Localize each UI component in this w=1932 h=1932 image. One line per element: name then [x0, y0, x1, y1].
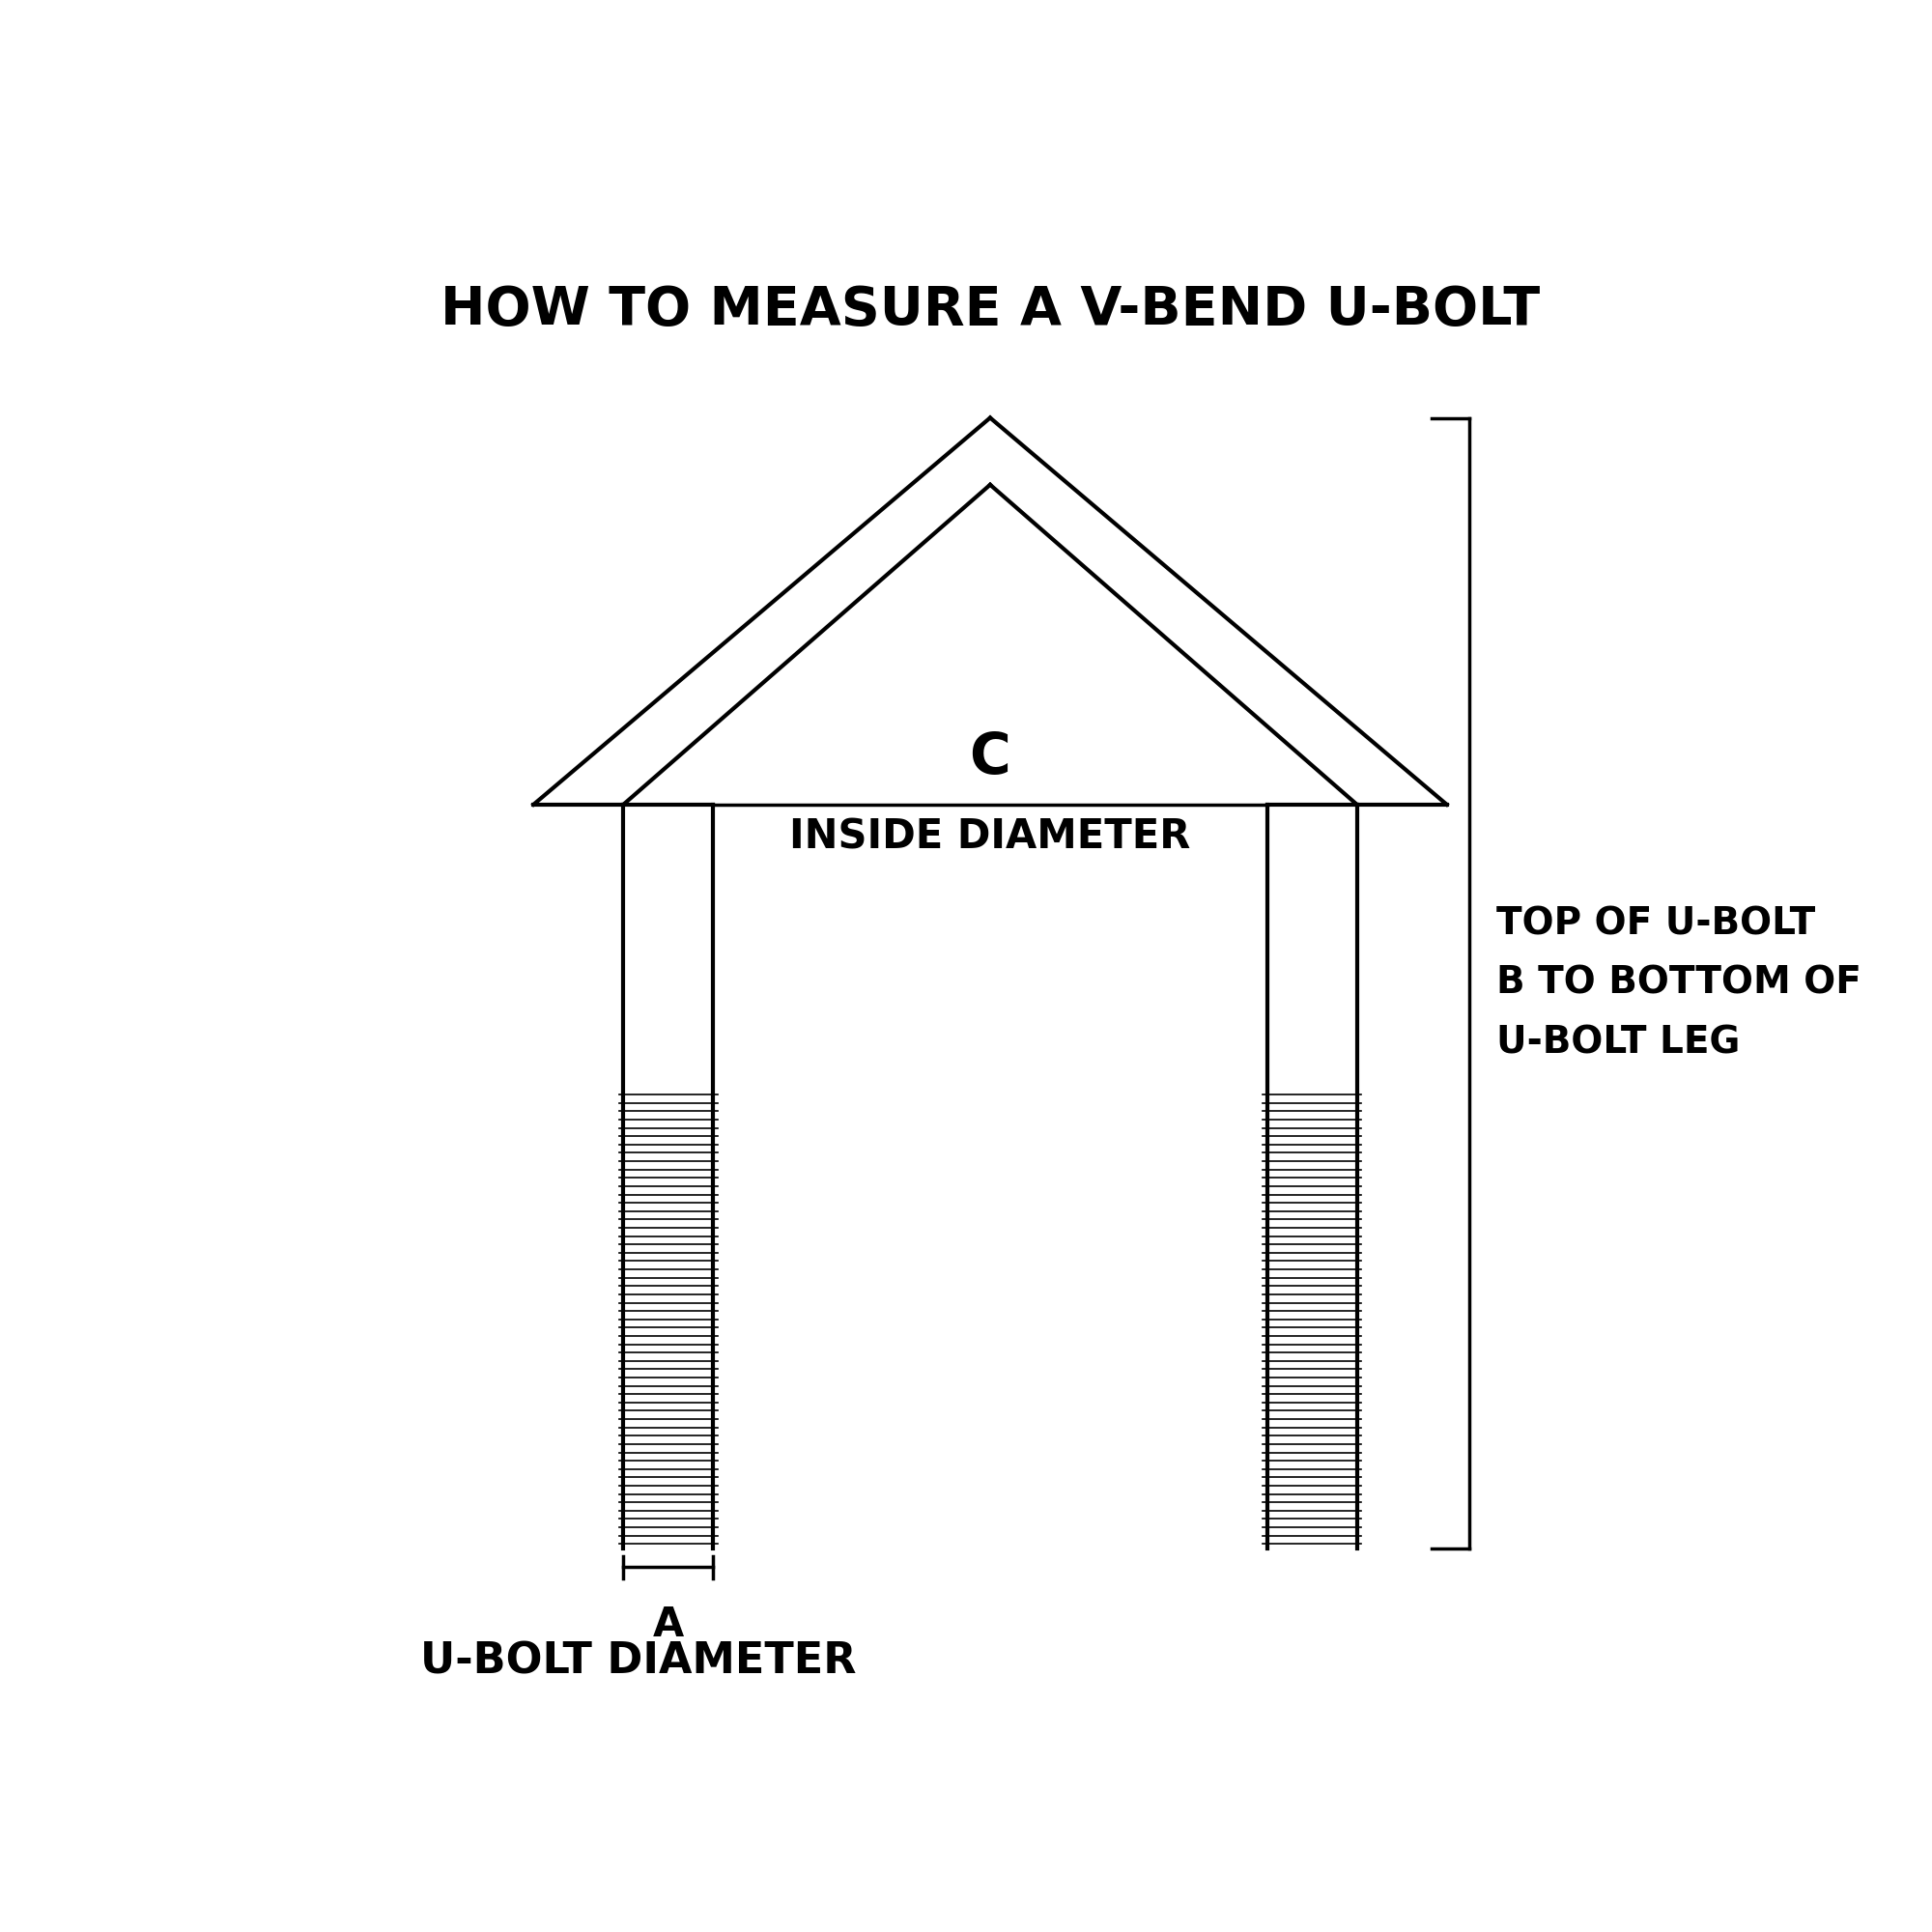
Text: HOW TO MEASURE A V-BEND U-BOLT: HOW TO MEASURE A V-BEND U-BOLT	[440, 284, 1540, 336]
Text: B TO BOTTOM OF: B TO BOTTOM OF	[1495, 964, 1861, 1001]
Text: U-BOLT LEG: U-BOLT LEG	[1495, 1024, 1741, 1061]
Text: C: C	[970, 730, 1010, 784]
Text: A: A	[653, 1605, 684, 1646]
Text: INSIDE DIAMETER: INSIDE DIAMETER	[790, 817, 1190, 858]
Text: TOP OF U-BOLT: TOP OF U-BOLT	[1495, 906, 1816, 943]
Text: U-BOLT DIAMETER: U-BOLT DIAMETER	[421, 1640, 856, 1683]
